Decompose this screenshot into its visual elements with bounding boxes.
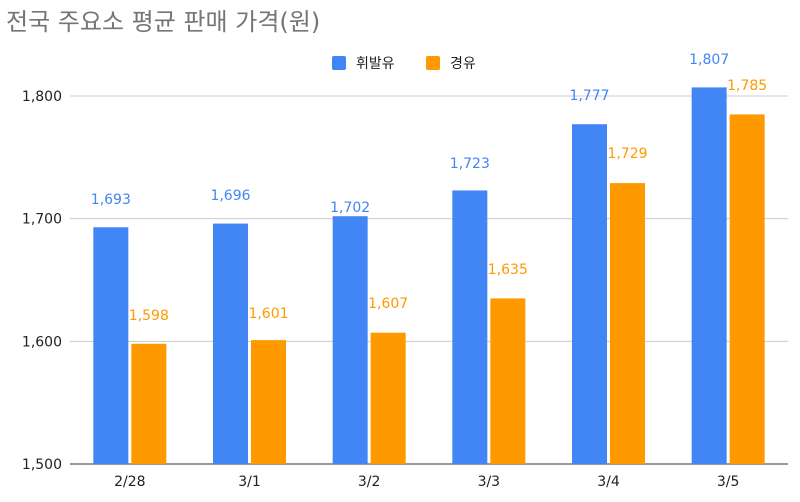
x-axis: 2/28 3/1 3/2 3/3 3/4 3/5 — [114, 474, 739, 490]
y-tick-label: 1,600 — [22, 334, 62, 350]
bar-diesel — [370, 332, 406, 464]
x-tick-label: 3/4 — [597, 474, 620, 490]
bar-diesel — [729, 114, 765, 465]
x-tick-label: 3/3 — [478, 474, 501, 490]
data-label: 1,807 — [689, 52, 729, 68]
data-label: 1,777 — [569, 88, 609, 104]
bars: 1,693 1,598 1,696 1,601 1,702 1,607 1,723 1,635… — [91, 52, 767, 465]
bar-gasoline — [452, 190, 488, 464]
data-label: 1,785 — [727, 78, 767, 94]
data-label: 1,607 — [368, 296, 408, 312]
data-label: 1,723 — [450, 156, 490, 172]
legend-swatch — [332, 56, 346, 70]
data-label: 1,729 — [607, 146, 647, 162]
chart-title: 전국 주요소 평균 판매 가격(원) — [6, 8, 320, 36]
data-label: 1,635 — [488, 262, 528, 278]
bar-gasoline — [572, 124, 607, 465]
bar-gasoline — [213, 223, 248, 464]
data-label: 1,702 — [330, 200, 370, 216]
x-tick-label: 3/2 — [358, 474, 381, 490]
y-tick-label: 1,700 — [22, 212, 62, 228]
x-tick-label: 2/28 — [114, 474, 145, 490]
data-label: 1,693 — [91, 192, 131, 208]
legend: 휘발유 경유 — [332, 56, 476, 72]
bar-gasoline — [93, 227, 129, 464]
bar-diesel — [490, 298, 526, 464]
y-tick-label: 1,500 — [22, 457, 62, 473]
x-tick-label: 3/5 — [717, 474, 740, 490]
legend-label: 경유 — [450, 56, 476, 72]
bar-diesel — [610, 183, 645, 465]
bar-gasoline — [691, 87, 727, 464]
x-tick-label: 3/1 — [238, 474, 261, 490]
data-label: 1,601 — [248, 306, 288, 322]
grid: 1,500 1,600 1,700 1,800 — [22, 89, 788, 473]
legend-label: 휘발유 — [356, 56, 395, 72]
data-label: 1,696 — [210, 188, 250, 204]
bar-diesel — [251, 340, 286, 464]
bar-gasoline — [332, 216, 368, 464]
legend-swatch — [426, 56, 440, 70]
y-tick-label: 1,800 — [22, 89, 62, 105]
data-label: 1,598 — [129, 308, 169, 324]
bar-diesel — [131, 343, 167, 464]
